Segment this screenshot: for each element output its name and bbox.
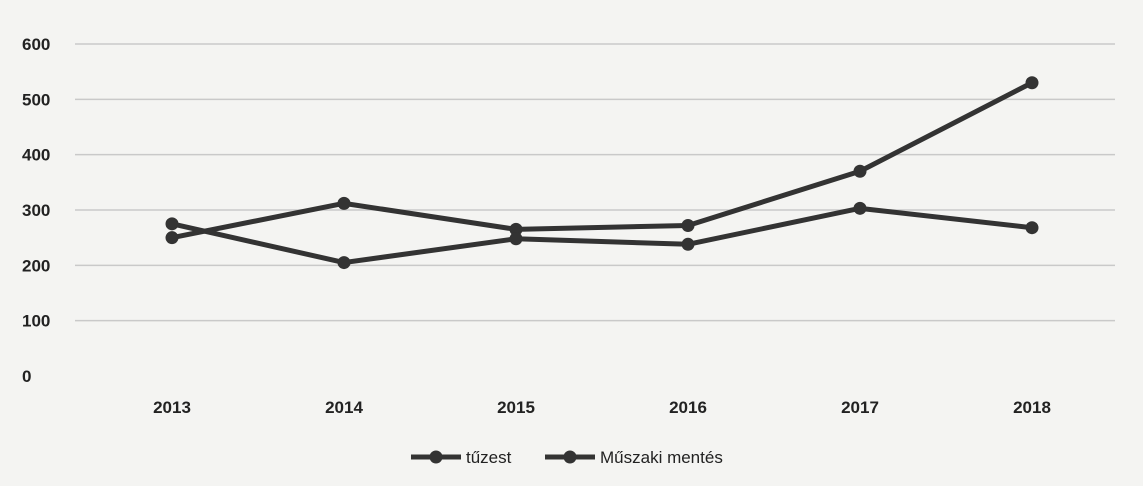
- data-point: [853, 164, 867, 178]
- y-tick-label: 0: [22, 367, 31, 386]
- data-point: [509, 232, 523, 246]
- data-point: [509, 222, 523, 236]
- data-point: [681, 237, 695, 251]
- data-point: [681, 218, 695, 232]
- x-tick-label: 2016: [669, 398, 707, 417]
- series-line: [169, 205, 1035, 266]
- legend-item: tűzest: [411, 448, 512, 467]
- x-tick-label: 2017: [841, 398, 879, 417]
- legend-item: Műszaki mentés: [545, 448, 723, 467]
- series-lines: [165, 76, 1039, 270]
- y-axis-ticks: 0 100 200 300 400 500 600: [22, 35, 50, 386]
- y-tick-label: 300: [22, 201, 50, 220]
- legend-swatch-marker: [563, 450, 577, 464]
- data-point: [1025, 221, 1039, 235]
- data-point: [337, 256, 351, 270]
- data-point: [165, 217, 179, 231]
- legend: tűzest Műszaki mentés: [411, 448, 723, 467]
- series-1: [165, 76, 1039, 245]
- series-2: [165, 201, 1039, 270]
- x-tick-label: 2015: [497, 398, 535, 417]
- data-point: [165, 231, 179, 245]
- x-axis-ticks: 2013 2014 2015 2016 2017 2018: [153, 398, 1051, 417]
- data-point: [337, 196, 351, 210]
- gridlines: [75, 43, 1115, 322]
- x-tick-label: 2014: [325, 398, 363, 417]
- data-point: [853, 201, 867, 215]
- legend-label: Műszaki mentés: [600, 448, 723, 467]
- y-tick-label: 400: [22, 146, 50, 165]
- x-tick-label: 2013: [153, 398, 191, 417]
- y-tick-label: 500: [22, 90, 50, 109]
- series-line: [169, 80, 1035, 241]
- legend-label: tűzest: [466, 448, 512, 467]
- data-point: [1025, 76, 1039, 90]
- y-tick-label: 100: [22, 312, 50, 331]
- y-tick-label: 200: [22, 256, 50, 275]
- x-tick-label: 2018: [1013, 398, 1051, 417]
- y-tick-label: 600: [22, 35, 50, 54]
- legend-swatch-marker: [429, 450, 443, 464]
